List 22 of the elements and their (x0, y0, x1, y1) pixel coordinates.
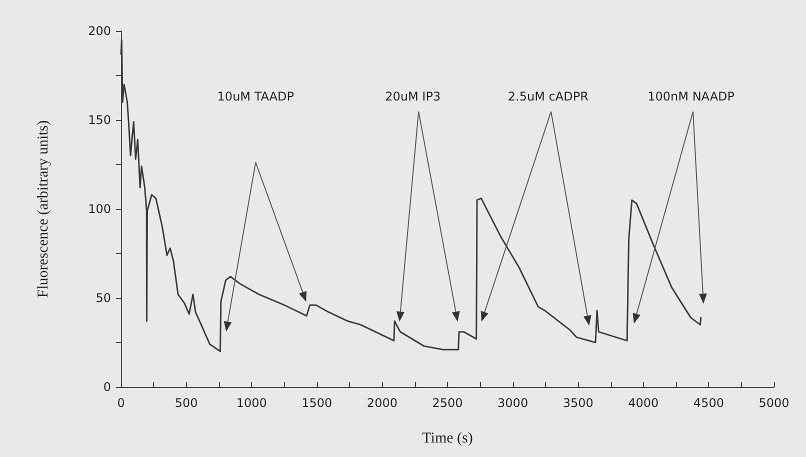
y-tick-label: 0 (103, 380, 111, 394)
annotation: 20uM IP3 (385, 90, 441, 104)
x-tick-label: 4500 (693, 396, 724, 410)
x-tick-label: 0 (117, 396, 125, 410)
annotation: 100nM NAADP (648, 90, 735, 104)
x-tick-label: 500 (174, 396, 198, 410)
y-tick-label: 100 (88, 202, 111, 216)
y-tick-label: 50 (96, 291, 111, 305)
y-tick-label: 200 (88, 24, 111, 38)
y-axis-title: Fluorescence (arbitrary units) (36, 120, 52, 298)
x-tick-label: 5000 (758, 396, 790, 410)
x-axis-title: Time (s) (422, 430, 473, 446)
x-tick-label: 2500 (432, 396, 463, 410)
annotation: 10uM TAADP (217, 90, 294, 104)
x-tick-label: 2000 (366, 396, 398, 410)
x-tick-label: 1500 (302, 396, 332, 410)
x-tick-label: 1000 (236, 396, 267, 410)
y-tick-label: 150 (88, 113, 111, 127)
x-tick-label: 3500 (562, 396, 594, 410)
x-tick-label: 3000 (498, 396, 528, 410)
x-tick-label: 4000 (628, 396, 659, 410)
annotation: 2.5uM cADPR (508, 90, 588, 104)
